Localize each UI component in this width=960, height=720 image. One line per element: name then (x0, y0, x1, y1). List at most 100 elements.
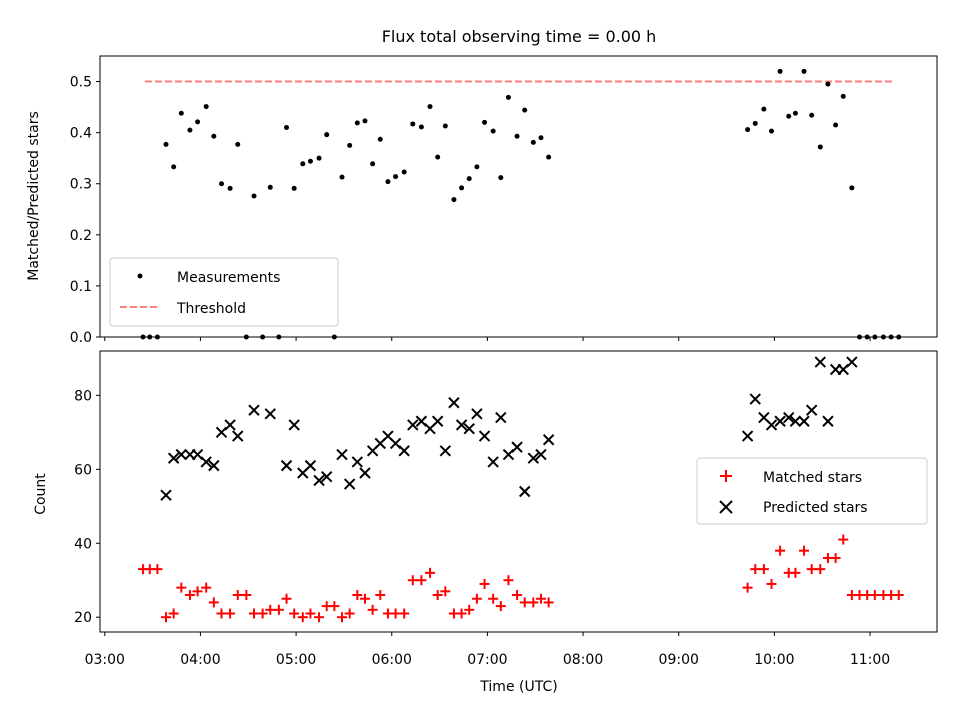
predicted-star-point (749, 393, 761, 405)
measurement-point (235, 141, 241, 147)
matched-star-point (216, 608, 227, 619)
x-tick-label: 10:00 (754, 652, 794, 668)
matched-star-point (758, 564, 769, 575)
measurement-point (777, 68, 783, 74)
matched-star-point (289, 608, 300, 619)
measurement-point (546, 154, 552, 160)
matched-star-point (775, 545, 786, 556)
measurement-point (377, 136, 383, 142)
measurement-point (435, 154, 441, 160)
matched-star-point (806, 564, 817, 575)
matched-star-point (407, 575, 418, 586)
matched-star-point (184, 590, 195, 601)
measurement-point (522, 107, 528, 113)
matched-star-point (742, 582, 753, 593)
predicted-star-point (535, 448, 547, 461)
measurement-point (809, 112, 815, 118)
matched-star-point (176, 582, 187, 593)
measurement-point (211, 133, 217, 139)
measurement-point (745, 127, 751, 133)
x-tick-label: 04:00 (180, 652, 220, 668)
matched-star-point (344, 608, 355, 619)
count-legend: Matched stars Predicted stars (696, 457, 928, 525)
matched-star-point (225, 608, 236, 619)
matched-star-point (152, 564, 163, 575)
predicted-star-point (304, 459, 317, 472)
measurement-point (227, 185, 233, 191)
measurement-point (291, 185, 297, 191)
measurement-point (769, 128, 775, 134)
matched-star-point (471, 593, 482, 604)
matched-star-point (456, 608, 467, 619)
measurement-point (849, 185, 855, 191)
matched-star-point (503, 575, 514, 586)
matched-star-point (479, 578, 490, 589)
matched-star-point (512, 590, 523, 601)
matched-star-point (425, 567, 436, 578)
matched-star-point (893, 590, 904, 601)
measurement-point (178, 110, 184, 116)
legend-measurements-marker (137, 273, 143, 279)
x-axis-label: Time (UTC) (479, 679, 557, 695)
matched-star-point (766, 578, 777, 589)
matched-star-point (838, 534, 849, 545)
measurement-point (514, 133, 520, 139)
matched-star-point (192, 586, 203, 597)
measurement-point (427, 104, 433, 110)
measurement-point (171, 164, 177, 170)
matched-star-point (440, 586, 451, 597)
predicted-star-point (542, 434, 555, 446)
measurement-point (218, 181, 224, 187)
measurement-point (339, 174, 345, 180)
count-plot-area (138, 356, 904, 623)
matched-star-point (367, 604, 378, 615)
measurement-point (825, 81, 831, 87)
legend-measurements-label: Measurements (177, 270, 280, 286)
predicted-star-point (288, 419, 300, 431)
predicted-star-point (232, 430, 244, 442)
predicted-star-point (455, 419, 468, 431)
count-y-axis-label: Count (33, 473, 49, 515)
predicted-star-point (814, 356, 827, 368)
predicted-star-point (511, 441, 523, 453)
predicted-star-point (264, 408, 276, 420)
matched-star-point (464, 604, 475, 615)
predicted-star-point (798, 415, 810, 427)
measurement-point (538, 135, 544, 141)
measurement-point (474, 164, 480, 170)
predicted-star-point (783, 411, 795, 424)
ratio-y-tick-label: 0.2 (70, 228, 92, 244)
predicted-star-point (463, 422, 475, 435)
matched-star-point (265, 604, 276, 615)
matched-star-point (815, 564, 826, 575)
predicted-star-point (495, 411, 507, 424)
legend-predicted-label: Predicted stars (763, 500, 868, 516)
measurement-point (410, 121, 416, 127)
x-tick-label: 07:00 (467, 652, 507, 668)
predicted-star-point (343, 478, 356, 490)
matched-star-point (352, 590, 363, 601)
measurement-point (284, 125, 290, 131)
matched-star-point (375, 590, 386, 601)
matched-star-point (249, 608, 260, 619)
measurement-point (307, 158, 313, 164)
measurement-point (530, 139, 536, 145)
ratio-y-axis-label: Matched/Predicted stars (26, 111, 42, 281)
matched-star-point (750, 564, 761, 575)
matched-star-point (543, 597, 554, 608)
measurement-point (817, 144, 823, 150)
predicted-star-point (774, 415, 786, 427)
measurement-point (459, 185, 465, 191)
predicted-star-point (846, 356, 858, 368)
measurement-point (498, 175, 504, 181)
predicted-star-point (519, 485, 531, 498)
measurement-point (840, 93, 846, 99)
predicted-star-point (351, 456, 364, 468)
matched-star-point (790, 567, 801, 578)
measurement-point (442, 123, 448, 129)
measurement-point (267, 184, 273, 190)
predicted-star-point (765, 419, 778, 431)
predicted-star-point (431, 415, 444, 427)
count-plot-frame (99, 350, 938, 633)
